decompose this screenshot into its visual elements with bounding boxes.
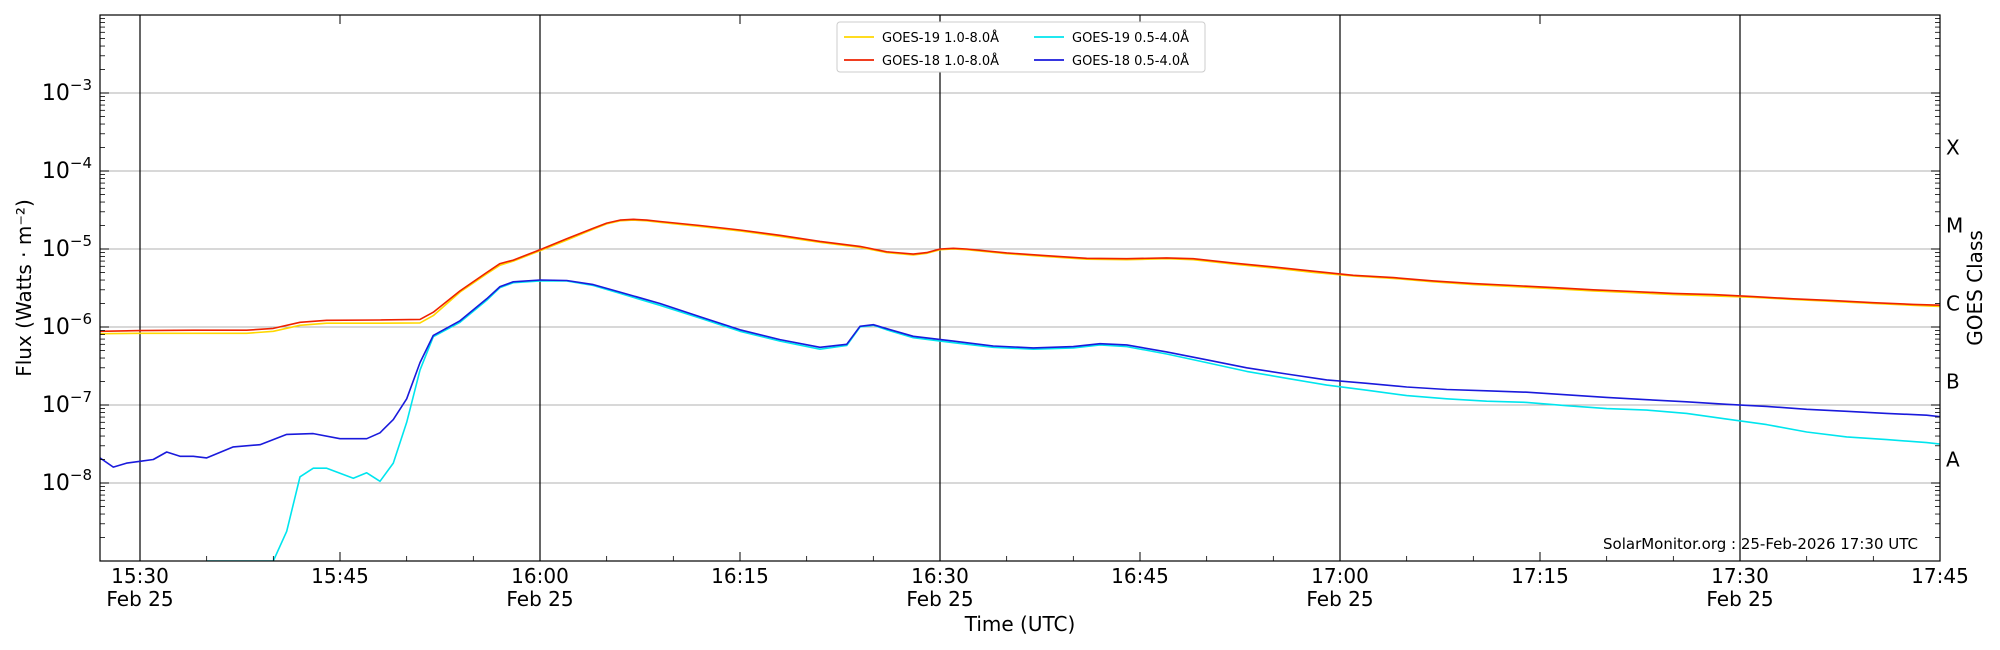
y-tick-label: 10−4: [42, 154, 92, 184]
goes-class-label: X: [1946, 136, 1960, 160]
y-axis-title: Flux (Watts · m⁻²): [12, 199, 36, 377]
legend: GOES-19 1.0-8.0Å GOES-18 1.0-8.0Å GOES-19 …: [836, 21, 1206, 73]
legend-entries: GOES-19 1.0-8.0Å GOES-18 1.0-8.0Å GOES-19 …: [844, 30, 1189, 69]
legend-label: GOES-19 1.0-8.0Å: [882, 30, 999, 46]
y-tick-label: 10−3: [42, 76, 92, 106]
x-tick-date-label: Feb 25: [106, 587, 173, 611]
vertical-marker-layer: [139, 15, 1741, 561]
goes-class-label: M: [1946, 214, 1963, 238]
x-tick-label: 16:15: [711, 564, 769, 588]
series-line-3: [206, 280, 1940, 561]
legend-label: GOES-18 0.5-4.0Å: [1072, 53, 1189, 69]
legend-label: GOES-18 1.0-8.0Å: [882, 53, 999, 69]
series-layer: [100, 218, 1940, 561]
x-tick-label: 15:45: [311, 564, 369, 588]
legend-label: GOES-19 0.5-4.0Å: [1072, 30, 1189, 46]
goes-class-label: A: [1946, 448, 1960, 472]
x-tick-date-label: Feb 25: [1306, 587, 1373, 611]
y-tick-label: 10−5: [42, 232, 92, 262]
x-axis-title: Time (UTC): [964, 612, 1076, 636]
x-tick-date-label: Feb 25: [506, 587, 573, 611]
x-tick-label: 16:00: [511, 564, 569, 588]
x-tick-label: 15:30: [111, 564, 169, 588]
plot-frame: [99, 14, 1941, 562]
y2-axis-title: GOES Class: [1963, 230, 1987, 346]
tick-layer: [100, 14, 1941, 562]
grid-layer: [100, 92, 1940, 484]
footer-credit: SolarMonitor.org : 25-Feb-2026 17:30 UTC: [1603, 535, 1918, 553]
series-line-4: [100, 279, 1940, 468]
y-tick-label: 10−7: [42, 388, 92, 418]
x-tick-label: 17:30: [1711, 564, 1769, 588]
y-tick-label: 10−8: [42, 466, 92, 496]
x-tick-label: 17:45: [1911, 564, 1969, 588]
series-line-2: [100, 218, 1940, 333]
goes-class-label: C: [1946, 292, 1960, 316]
x-tick-label: 17:15: [1511, 564, 1569, 588]
legend-box: [836, 21, 1206, 73]
goes-class-labels: X M C B A: [1946, 136, 1963, 472]
goes-class-label: B: [1946, 370, 1960, 394]
x-tick-date-label: Feb 25: [906, 587, 973, 611]
y-tick-label: 10−6: [42, 310, 92, 340]
y-tick-labels: 10−3 10−4 10−5 10−6 10−7 10−8: [42, 76, 92, 496]
x-tick-label: 16:45: [1111, 564, 1169, 588]
x-tick-label: 17:00: [1311, 564, 1369, 588]
x-tick-label: 16:30: [911, 564, 969, 588]
x-tick-date-label: Feb 25: [1706, 587, 1773, 611]
